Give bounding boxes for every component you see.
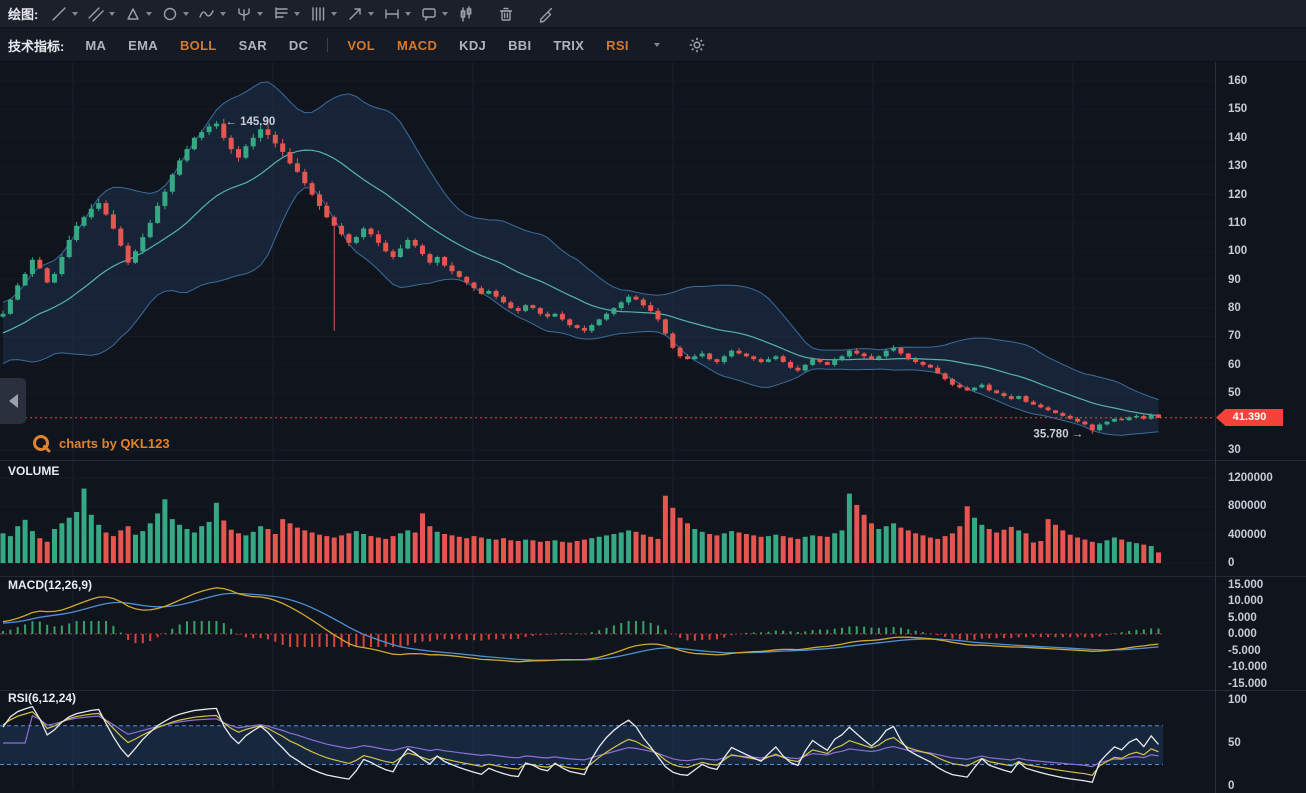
callout-icon[interactable] <box>418 3 440 25</box>
axis-tick: -5.000 <box>1228 644 1261 657</box>
indicator-tab-macd[interactable]: MACD <box>396 37 438 53</box>
price-annotation: ← 145.90 <box>225 116 275 128</box>
chevron-left-icon <box>8 394 18 408</box>
indicator-tab-ema[interactable]: EMA <box>128 37 158 53</box>
indicator-tab-trix[interactable]: TRIX <box>553 37 585 53</box>
axis-tick: -10.000 <box>1228 661 1268 673</box>
axis-tick: 800000 <box>1228 500 1267 513</box>
axis-tick: -15.000 <box>1228 677 1268 690</box>
indicator-tab-dc[interactable]: DC <box>288 37 309 53</box>
axis-tick: 120 <box>1228 188 1248 201</box>
watermark-text: charts by QKL123 <box>59 436 170 451</box>
drawing-tools <box>48 3 575 25</box>
ellipse-icon[interactable] <box>159 3 181 25</box>
pen-icon[interactable] <box>535 3 557 25</box>
indicator-tab-bbi[interactable]: BBI <box>508 37 532 53</box>
indicator-tab-kdj[interactable]: KDJ <box>459 37 487 53</box>
gear-icon[interactable] <box>689 37 705 53</box>
axis-tick: 100 <box>1228 245 1248 258</box>
parallel-lines-icon[interactable] <box>85 3 107 25</box>
vertical-lines-icon[interactable] <box>307 3 329 25</box>
chevron-down-icon[interactable] <box>331 11 338 16</box>
axis-tick: 80 <box>1228 302 1241 315</box>
indicator-tab-vol[interactable]: VOL <box>347 37 375 53</box>
indicator-tab-boll[interactable]: BOLL <box>179 37 217 53</box>
chevron-down-icon[interactable] <box>294 11 301 16</box>
axis-tick: 10.000 <box>1228 595 1264 607</box>
indicator-tab-ma[interactable]: MA <box>85 37 107 53</box>
wave-icon[interactable] <box>196 3 218 25</box>
pitchfork-icon[interactable] <box>233 3 255 25</box>
polygon-icon[interactable] <box>122 3 144 25</box>
indicator-toolbar-label: 技术指标: <box>8 38 65 54</box>
volume-pane-label: VOLUME <box>8 464 60 478</box>
axis-tick: 130 <box>1228 160 1248 173</box>
axis-tick: 100 <box>1228 694 1248 706</box>
axis-tick: 50 <box>1228 387 1241 400</box>
indicator-toolbar: 技术指标: MA EMA BOLL SAR DC VOL MACD KDJ BBI TRIX RSI <box>0 29 1306 62</box>
qkl123-logo-icon <box>33 435 51 453</box>
measure-icon[interactable] <box>381 3 403 25</box>
rsi-pane-label: RSI(6,12,24) <box>8 691 77 705</box>
trend-line-icon[interactable] <box>48 3 70 25</box>
qkl123-watermark[interactable]: charts by QKL123 <box>32 434 170 453</box>
axis-tick: 110 <box>1228 216 1247 229</box>
chevron-down-icon[interactable] <box>109 11 116 16</box>
chevron-down-icon[interactable] <box>72 11 79 16</box>
indicator-chevron-down-icon[interactable] <box>653 43 660 47</box>
chart-style-icon[interactable] <box>455 3 477 25</box>
axis-tick: 1200000 <box>1228 472 1273 484</box>
axis-tick: 140 <box>1228 131 1248 144</box>
chevron-down-icon[interactable] <box>405 11 412 16</box>
axis-tick: 50 <box>1228 737 1241 749</box>
indicator-tab-rsi[interactable]: RSI <box>606 37 629 53</box>
axis-tick: 90 <box>1228 273 1241 286</box>
axis-tick: 60 <box>1228 358 1241 371</box>
chevron-down-icon[interactable] <box>146 11 153 16</box>
price-axis[interactable]: 160 150 140 130 120 110 100 90 80 70 60 50 30 1200000… <box>1216 62 1306 793</box>
arrow-icon[interactable] <box>344 3 366 25</box>
axis-tick: 0 <box>1228 780 1235 792</box>
indicator-tab-sar[interactable]: SAR <box>238 37 267 53</box>
axis-tick: 0.000 <box>1228 628 1257 640</box>
drawing-toolbar: 绘图: <box>0 0 1306 28</box>
chevron-down-icon[interactable] <box>442 11 449 16</box>
axis-tick: 400000 <box>1228 528 1267 541</box>
chevron-down-icon[interactable] <box>220 11 227 16</box>
horizontal-lines-icon[interactable] <box>270 3 292 25</box>
axis-tick: 150 <box>1228 103 1248 116</box>
panel-collapse-button[interactable] <box>0 378 26 424</box>
axis-tick: 160 <box>1228 75 1248 87</box>
chevron-down-icon[interactable] <box>183 11 190 16</box>
price-annotation: 35.780 → <box>1033 429 1083 441</box>
last-price-tag: 41.390 <box>1216 409 1283 426</box>
macd-pane-label: MACD(12,26,9) <box>8 578 93 592</box>
drawing-toolbar-label: 绘图: <box>8 7 39 22</box>
axis-tick: 0 <box>1228 557 1235 569</box>
chevron-down-icon[interactable] <box>368 11 375 16</box>
axis-tick: 30 <box>1228 444 1241 456</box>
axis-tick: 15.000 <box>1228 578 1264 591</box>
chevron-down-icon[interactable] <box>257 11 264 16</box>
toolbar-divider <box>327 38 329 52</box>
axis-tick: 70 <box>1228 330 1241 343</box>
axis-tick: 5.000 <box>1228 611 1257 624</box>
delete-drawing-icon[interactable] <box>495 3 517 25</box>
indicator-tabs: MA EMA BOLL SAR DC VOL MACD KDJ BBI TRIX RSI <box>74 38 639 53</box>
